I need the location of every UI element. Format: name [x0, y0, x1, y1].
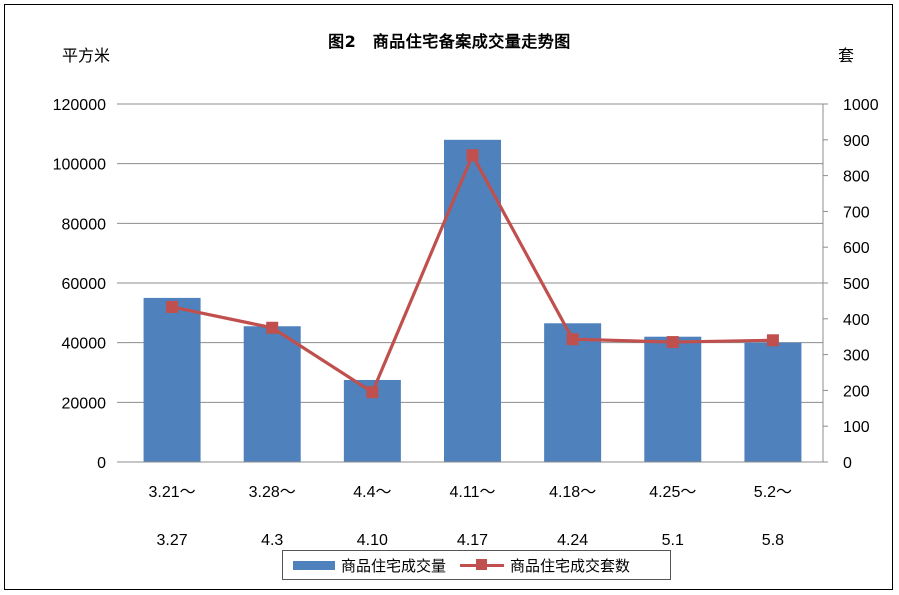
bar: [444, 139, 501, 463]
legend-item-volume: 商品住宅成交量: [283, 555, 446, 576]
right-axis-tick-label: 600: [843, 240, 870, 257]
right-axis-tick-label: 0: [843, 455, 852, 472]
bar: [243, 326, 301, 462]
x-axis-tick-label: 4.17: [457, 532, 488, 549]
left-axis-tick-label: 40000: [62, 336, 107, 353]
line-point-marker: [166, 300, 179, 313]
x-axis-tick-label: 3.28～: [249, 484, 296, 501]
line-point-marker: [766, 334, 779, 347]
line-point-marker: [266, 321, 279, 334]
left-axis-tick-label: 120000: [53, 97, 106, 114]
legend-label-volume: 商品住宅成交量: [341, 556, 447, 575]
right-axis-tick-label: 400: [843, 312, 870, 329]
x-axis-tick-label: 4.10: [357, 532, 388, 549]
x-axis-tick-label: 3.27: [157, 532, 188, 549]
x-axis-tick-label: 4.4～: [353, 484, 391, 501]
bar: [544, 323, 602, 462]
left-axis-tick-label: 60000: [62, 276, 107, 293]
line-point-marker: [366, 386, 379, 399]
legend-item-units: 商品住宅成交套数: [446, 555, 630, 576]
right-axis-tick-label: 200: [843, 383, 870, 400]
right-axis-tick-label: 100: [843, 419, 870, 436]
right-axis-unit: 套: [838, 46, 855, 65]
legend-line-swatch: [460, 558, 505, 570]
bar: [644, 336, 702, 462]
bar: [143, 297, 201, 462]
bar: [744, 342, 802, 462]
x-axis-tick-label: 5.1: [662, 532, 684, 549]
left-axis-tick-label: 100000: [53, 157, 106, 174]
chart-title: 图2 商品住宅备案成交量走势图: [328, 32, 571, 51]
x-axis-tick-label: 4.18～: [549, 484, 596, 501]
line-point-marker: [666, 336, 679, 349]
right-axis-tick-label: 300: [843, 348, 870, 365]
right-axis-tick-label: 800: [843, 169, 870, 186]
line-point-marker: [466, 149, 479, 162]
x-axis-tick-label: 4.24: [557, 532, 588, 549]
legend: 商品住宅成交量 商品住宅成交套数: [282, 550, 671, 580]
left-axis-unit: 平方米: [62, 46, 111, 65]
x-axis-tick-label: 5.2～: [754, 484, 792, 501]
x-axis-tick-label: 4.25～: [649, 484, 696, 501]
x-axis-tick-label: 4.11～: [450, 484, 496, 501]
left-axis-tick-label: 80000: [62, 216, 107, 233]
legend-bar-swatch: [293, 560, 335, 570]
right-axis-tick-label: 1000: [843, 97, 879, 114]
right-axis-tick-label: 700: [843, 204, 870, 221]
right-axis-tick-label: 900: [843, 133, 870, 150]
right-axis-tick-label: 500: [843, 276, 870, 293]
legend-label-units: 商品住宅成交套数: [510, 556, 631, 575]
x-axis-tick-label: 4.3: [261, 532, 283, 549]
left-axis-tick-label: 0: [97, 455, 106, 472]
x-axis-tick-label: 3.21～: [148, 484, 195, 501]
left-axis-tick-label: 20000: [62, 395, 107, 412]
x-axis-tick-label: 5.8: [762, 532, 784, 549]
line-point-marker: [566, 333, 579, 346]
